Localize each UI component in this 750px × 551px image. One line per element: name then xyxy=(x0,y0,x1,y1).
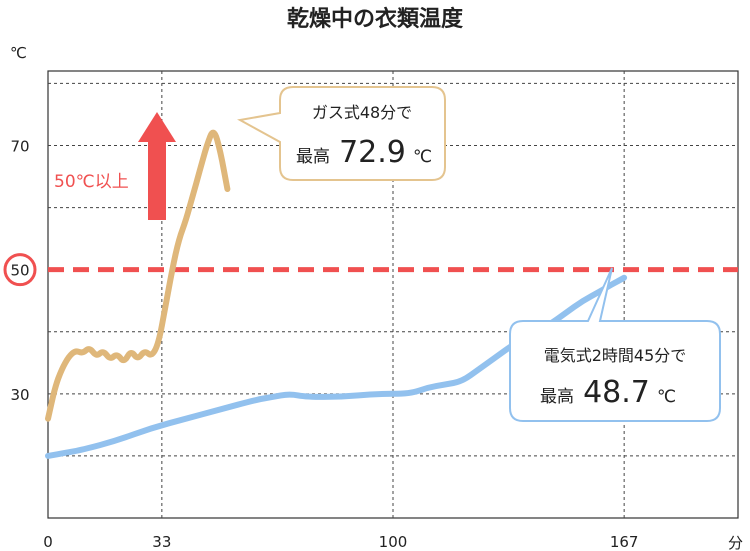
callout-electric: 電気式2時間45分で 最高 48.7 ℃ xyxy=(509,267,721,422)
callout-gas-value: 72.9 xyxy=(339,135,406,170)
threshold-arrow xyxy=(138,112,176,220)
x-tick-label: 100 xyxy=(379,533,408,551)
threshold-label: 50℃以上 xyxy=(54,172,129,192)
y-tick-label: 70 xyxy=(10,138,29,156)
callout-electric-value: 48.7 xyxy=(583,375,650,410)
chart-title: 乾燥中の衣類温度 xyxy=(287,6,464,32)
callout-gas-line2: 最高 72.9 ℃ xyxy=(296,135,432,170)
threshold-tick-circle xyxy=(3,253,37,287)
callout-gas-line1: ガス式48分で xyxy=(312,103,412,122)
callout-electric-line1: 電気式2時間45分で xyxy=(544,346,687,365)
callout-electric-prefix: 最高 xyxy=(540,387,574,407)
x-tick-label: 33 xyxy=(152,533,171,551)
callout-gas-prefix: 最高 xyxy=(296,147,330,167)
series-line-gas xyxy=(45,129,231,422)
x-unit-label: 分 xyxy=(728,534,743,551)
axis-labels: 0 33 100 167 30 50 70 xyxy=(3,138,639,551)
callout-electric-line2: 最高 48.7 ℃ xyxy=(540,375,676,410)
callout-electric-unit: ℃ xyxy=(657,387,676,407)
x-tick-label: 167 xyxy=(610,533,639,551)
y-tick-label: 50 xyxy=(10,262,29,280)
x-tick-label: 0 xyxy=(43,533,53,551)
y-tick-label: 30 xyxy=(10,386,29,404)
callout-gas: ガス式48分で 最高 72.9 ℃ xyxy=(237,86,446,181)
y-unit-label: ℃ xyxy=(10,44,27,62)
callout-gas-unit: ℃ xyxy=(413,147,432,167)
